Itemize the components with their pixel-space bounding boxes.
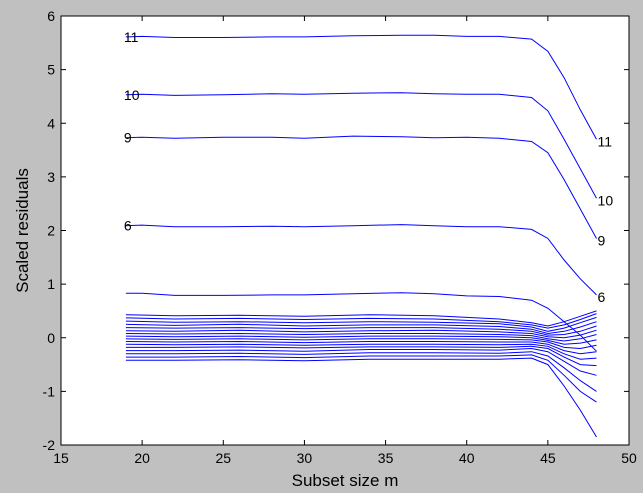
series-line-8	[125, 316, 597, 332]
line-annotation-10: 10	[124, 87, 140, 103]
x-tick-label: 15	[53, 450, 69, 466]
x-tick-label: 20	[134, 450, 150, 466]
series-line-21	[125, 357, 597, 438]
series-line-2	[125, 92, 597, 199]
y-tick-label: 2	[47, 223, 55, 239]
series-line-5	[125, 292, 597, 352]
series-line-15	[125, 340, 597, 355]
line-annotation-9: 9	[124, 130, 132, 146]
x-tick-label: 50	[621, 450, 637, 466]
line-annotation-6: 6	[598, 289, 606, 305]
y-tick-label: 4	[47, 115, 55, 131]
x-tick-label: 35	[378, 450, 394, 466]
series-line-11	[125, 329, 597, 339]
series-line-10	[125, 325, 597, 336]
series-line-1	[125, 34, 597, 140]
x-axis-title: Subset size m	[292, 471, 399, 490]
series-line-18	[125, 347, 597, 376]
x-tick-label: 30	[297, 450, 313, 466]
y-tick-label: 0	[47, 330, 55, 346]
y-tick-label: 5	[47, 62, 55, 78]
y-tick-label: 3	[47, 169, 55, 185]
series-line-14	[125, 338, 597, 350]
annotations-layer: 11 10 9 6 11 10 9 6	[124, 29, 613, 305]
series-line-4	[125, 224, 597, 296]
series-line-16	[125, 343, 597, 360]
series-line-17	[125, 345, 597, 367]
series-line-7	[125, 313, 597, 329]
series-line-6	[125, 310, 597, 327]
series-layer	[125, 34, 597, 438]
y-tick-label: 1	[47, 276, 55, 292]
plot-area	[61, 16, 629, 445]
series-line-3	[125, 135, 597, 239]
series-line-19	[125, 351, 597, 392]
series-line-13	[125, 335, 597, 345]
line-annotation-10: 10	[598, 192, 614, 208]
y-axis-title: Scaled residuals	[13, 168, 32, 293]
y-tick-label: -1	[43, 383, 56, 399]
line-annotation-11: 11	[598, 133, 613, 149]
series-line-9	[125, 321, 597, 335]
line-annotation-11: 11	[124, 29, 139, 45]
y-tick-label: -2	[43, 437, 56, 453]
series-line-12	[125, 332, 597, 342]
line-annotation-6: 6	[124, 218, 132, 234]
x-tick-label: 45	[540, 450, 556, 466]
line-annotation-9: 9	[598, 233, 606, 249]
x-tick-label: 40	[459, 450, 475, 466]
y-tick-label: 6	[47, 8, 55, 24]
x-tick-label: 25	[215, 450, 231, 466]
series-line-20	[125, 354, 597, 403]
